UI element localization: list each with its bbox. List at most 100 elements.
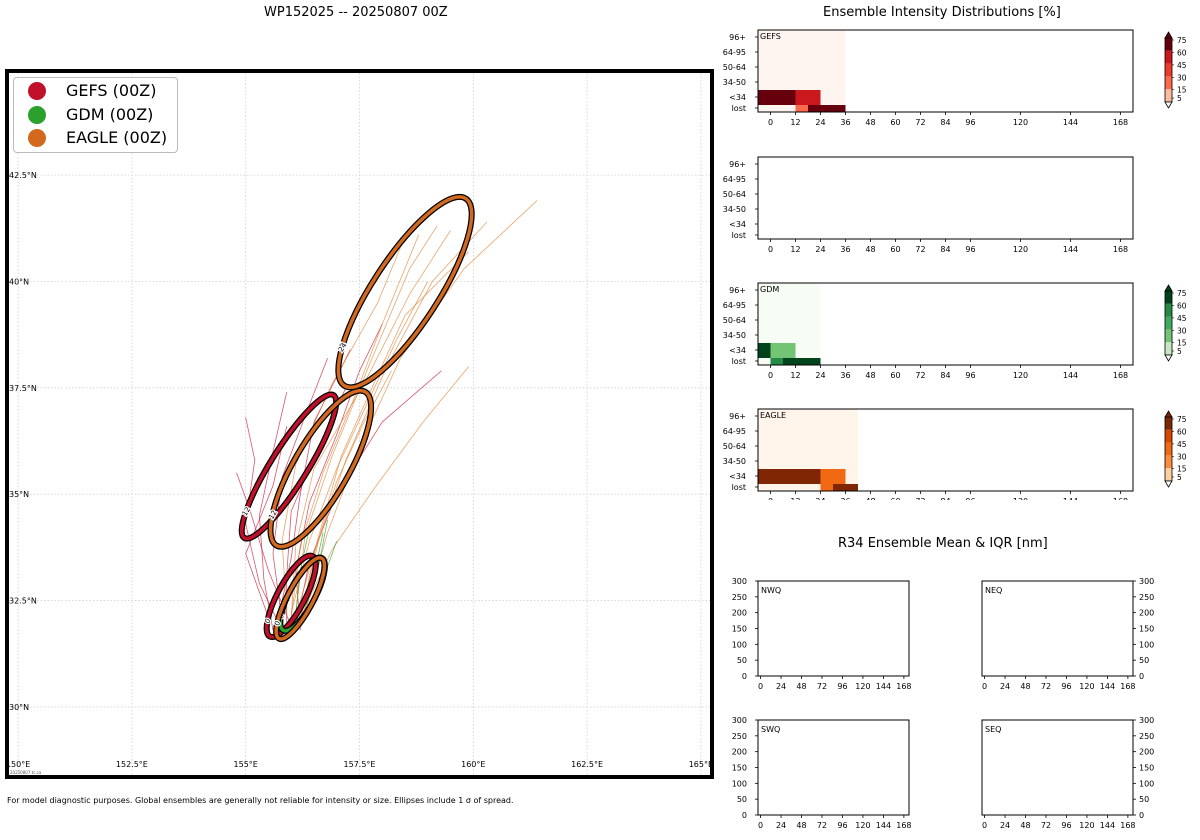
y-tick-label: 50 — [737, 656, 747, 665]
x-tick-label: 24 — [815, 245, 825, 254]
track-eagle — [295, 225, 438, 614]
colorbar-arrow-top — [1164, 284, 1173, 292]
colorbar-label: 15 — [1177, 465, 1187, 474]
x-tick-label: 60 — [890, 118, 900, 127]
y-tick-label: 200 — [732, 748, 747, 757]
colorbar-arrow-bottom — [1164, 480, 1173, 488]
colorbar-label: 75 — [1177, 36, 1187, 45]
colorbar-segment — [1165, 429, 1172, 443]
x-tick-label: 48 — [865, 245, 875, 254]
x-tick-label: 72 — [1041, 682, 1051, 691]
lon-tick-label: 160°E — [461, 760, 485, 769]
track-eagle — [299, 366, 470, 618]
track-eagle — [290, 234, 420, 618]
y-tick-label: 96+ — [729, 412, 746, 421]
x-tick-label: 168 — [1113, 245, 1128, 254]
panel-frame — [981, 580, 1134, 677]
x-tick-label: 84 — [940, 245, 950, 254]
panel-model-label: GDM — [760, 285, 779, 294]
x-tick-label: 60 — [890, 371, 900, 380]
y-tick-label: 64-95 — [723, 301, 746, 310]
x-tick-label: 48 — [865, 497, 875, 500]
y-tick-label: <34 — [729, 472, 746, 481]
lon-tick-label: 152.5°E — [116, 760, 148, 769]
x-tick-label: 84 — [940, 497, 950, 500]
intensity-panel-gdm: GDM 96+ 64-95 50-64 34-50 <34 lost 0 12 24 36 48 60 7… — [723, 282, 1187, 380]
colorbar-label: 45 — [1177, 61, 1187, 70]
colorbar-label: 60 — [1177, 301, 1187, 310]
map-title: WP152025 -- 20250807 00Z — [264, 5, 448, 20]
x-tick-label: 72 — [915, 118, 925, 127]
colorbar-segment — [1165, 468, 1172, 481]
y-tick-label: 150 — [1139, 625, 1154, 634]
panel-model-label: GEFS — [760, 32, 781, 41]
x-tick-label: 144 — [1100, 682, 1115, 691]
y-tick-label: 50 — [1139, 795, 1149, 804]
track-gefs — [245, 426, 288, 618]
y-tick-label: 0 — [1139, 672, 1144, 681]
x-tick-label: 36 — [840, 371, 850, 380]
x-tick-label: 48 — [865, 371, 875, 380]
x-tick-label: 24 — [815, 497, 825, 500]
y-tick-label: 250 — [732, 593, 747, 602]
x-tick-label: 36 — [840, 245, 850, 254]
lat-tick-label: 30°N — [9, 703, 29, 712]
quadrant-label: SWQ — [761, 725, 780, 734]
y-tick-label: 300 — [732, 716, 747, 725]
lon-tick-label: 162.5°E — [571, 760, 603, 769]
x-tick-label: 24 — [1000, 682, 1010, 691]
x-tick-label: 72 — [817, 821, 827, 830]
colorbar-segment — [1165, 455, 1172, 469]
colorbar-segment — [1165, 63, 1172, 77]
x-tick-label: 12 — [790, 245, 800, 254]
y-tick-label: 96+ — [729, 160, 746, 169]
colorbar-segment — [1165, 291, 1172, 304]
x-tick-label: 96 — [965, 118, 975, 127]
quadrant-label: SEQ — [985, 725, 1001, 734]
colorbar-segment — [1165, 303, 1172, 317]
ellipse-hour-label: 12 — [267, 509, 278, 521]
y-tick-label: 150 — [732, 764, 747, 773]
intensity-panel-eagle: EAGLE 96+ 64-95 50-64 34-50 <34 lost 0 12 24 36 48 6… — [723, 408, 1187, 500]
legend-label-gdm: GDM (00Z) — [66, 105, 154, 124]
x-tick-label: 72 — [915, 497, 925, 500]
y-tick-label: 96+ — [729, 286, 746, 295]
y-tick-label: 150 — [1139, 764, 1154, 773]
x-tick-label: 168 — [1120, 682, 1135, 691]
y-tick-label: 100 — [732, 640, 747, 649]
y-tick-label: 34-50 — [723, 331, 746, 340]
heatmap-cell — [833, 484, 858, 491]
y-tick-label: 64-95 — [723, 175, 746, 184]
x-tick-label: 144 — [876, 682, 891, 691]
lon-tick-label: 157.5°E — [344, 760, 376, 769]
y-tick-label: 200 — [1139, 609, 1154, 618]
ellipse-hour-label: 0 — [263, 617, 272, 625]
x-tick-label: 48 — [796, 682, 806, 691]
y-tick-label: 50 — [737, 795, 747, 804]
lat-tick-label: 40°N — [9, 277, 29, 286]
r34-panel-nwq: NWQ 300 250 200 150 100 50 0 0 24 48 72 96 120 144 168 — [732, 577, 912, 691]
x-tick-label: 0 — [758, 682, 763, 691]
colorbar-label: 30 — [1177, 73, 1187, 82]
y-tick-label: <34 — [729, 220, 746, 229]
panel-model-label: EAGLE — [760, 411, 786, 420]
y-tick-label: 96+ — [729, 33, 746, 42]
x-tick-label: 96 — [1061, 682, 1071, 691]
x-tick-label: 0 — [982, 682, 987, 691]
colorbar-arrow-top — [1164, 410, 1173, 418]
y-tick-label: lost — [732, 357, 746, 366]
x-tick-label: 96 — [1061, 821, 1071, 830]
colorbar-label: 45 — [1177, 314, 1187, 323]
track-gefs — [236, 472, 292, 627]
colorbar-segment — [1165, 316, 1172, 330]
y-tick-label: 250 — [1139, 732, 1154, 741]
colorbar-segment — [1165, 38, 1172, 51]
ellipse-hour-halo: 0 — [263, 617, 272, 625]
y-tick-label: 34-50 — [723, 205, 746, 214]
x-tick-label: 144 — [1063, 118, 1078, 127]
colorbar-segment — [1165, 442, 1172, 456]
x-tick-label: 120 — [855, 682, 870, 691]
r34-panel-seq: SEQ 300 250 200 150 100 50 0 0 24 48 72 96 120 144 168 — [981, 716, 1154, 830]
panel-frame — [757, 580, 910, 677]
track-eagle — [295, 251, 469, 618]
